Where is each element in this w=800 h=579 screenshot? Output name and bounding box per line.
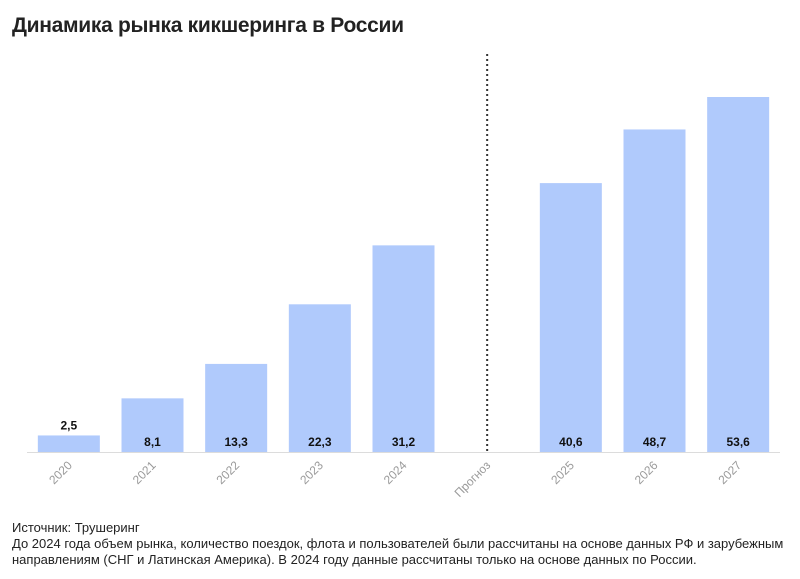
tick-label-2020: 2020 <box>46 458 75 487</box>
data-label-2020: 2,5 <box>60 418 77 432</box>
bar-2021 <box>121 398 184 452</box>
tick-label-2022: 2022 <box>214 458 243 487</box>
tick-label-2025: 2025 <box>548 458 577 487</box>
data-label-2023: 22,3 <box>308 435 332 449</box>
data-label-2021: 8,1 <box>144 435 161 449</box>
source-note: Источник: Трушеринг <box>12 520 140 535</box>
tick-label-2026: 2026 <box>632 458 661 487</box>
tick-label-2021: 2021 <box>130 458 159 487</box>
data-label-2022: 13,3 <box>224 435 248 449</box>
tick-label-2023: 2023 <box>297 458 326 487</box>
chart-title: Динамика рынка кикшеринга в России <box>12 14 404 37</box>
bar-2023 <box>288 304 351 452</box>
tick-label-2024: 2024 <box>381 458 410 487</box>
bar-2024 <box>372 245 435 452</box>
data-label-2025: 40,6 <box>559 435 583 449</box>
tick-label-Прогноз: Прогноз <box>452 458 494 500</box>
bar-chart: 2,5 2020 8,1 2021 13,3 2022 22,3 2023 31,2 2024 Пр… <box>27 54 780 500</box>
data-label-2026: 48,7 <box>643 435 667 449</box>
tick-label-2027: 2027 <box>716 458 745 487</box>
bar-2027 <box>707 97 770 452</box>
data-label-2024: 31,2 <box>392 435 416 449</box>
chart-footer: Источник: Трушеринг До 2024 года объем р… <box>12 520 788 568</box>
bar-2020 <box>37 435 100 452</box>
bar-2022 <box>205 363 268 452</box>
data-label-2027: 53,6 <box>726 435 750 449</box>
bar-2026 <box>623 129 686 452</box>
bar-2025 <box>539 183 602 452</box>
methodology-note: До 2024 года объем рынка, количество пое… <box>12 536 784 567</box>
